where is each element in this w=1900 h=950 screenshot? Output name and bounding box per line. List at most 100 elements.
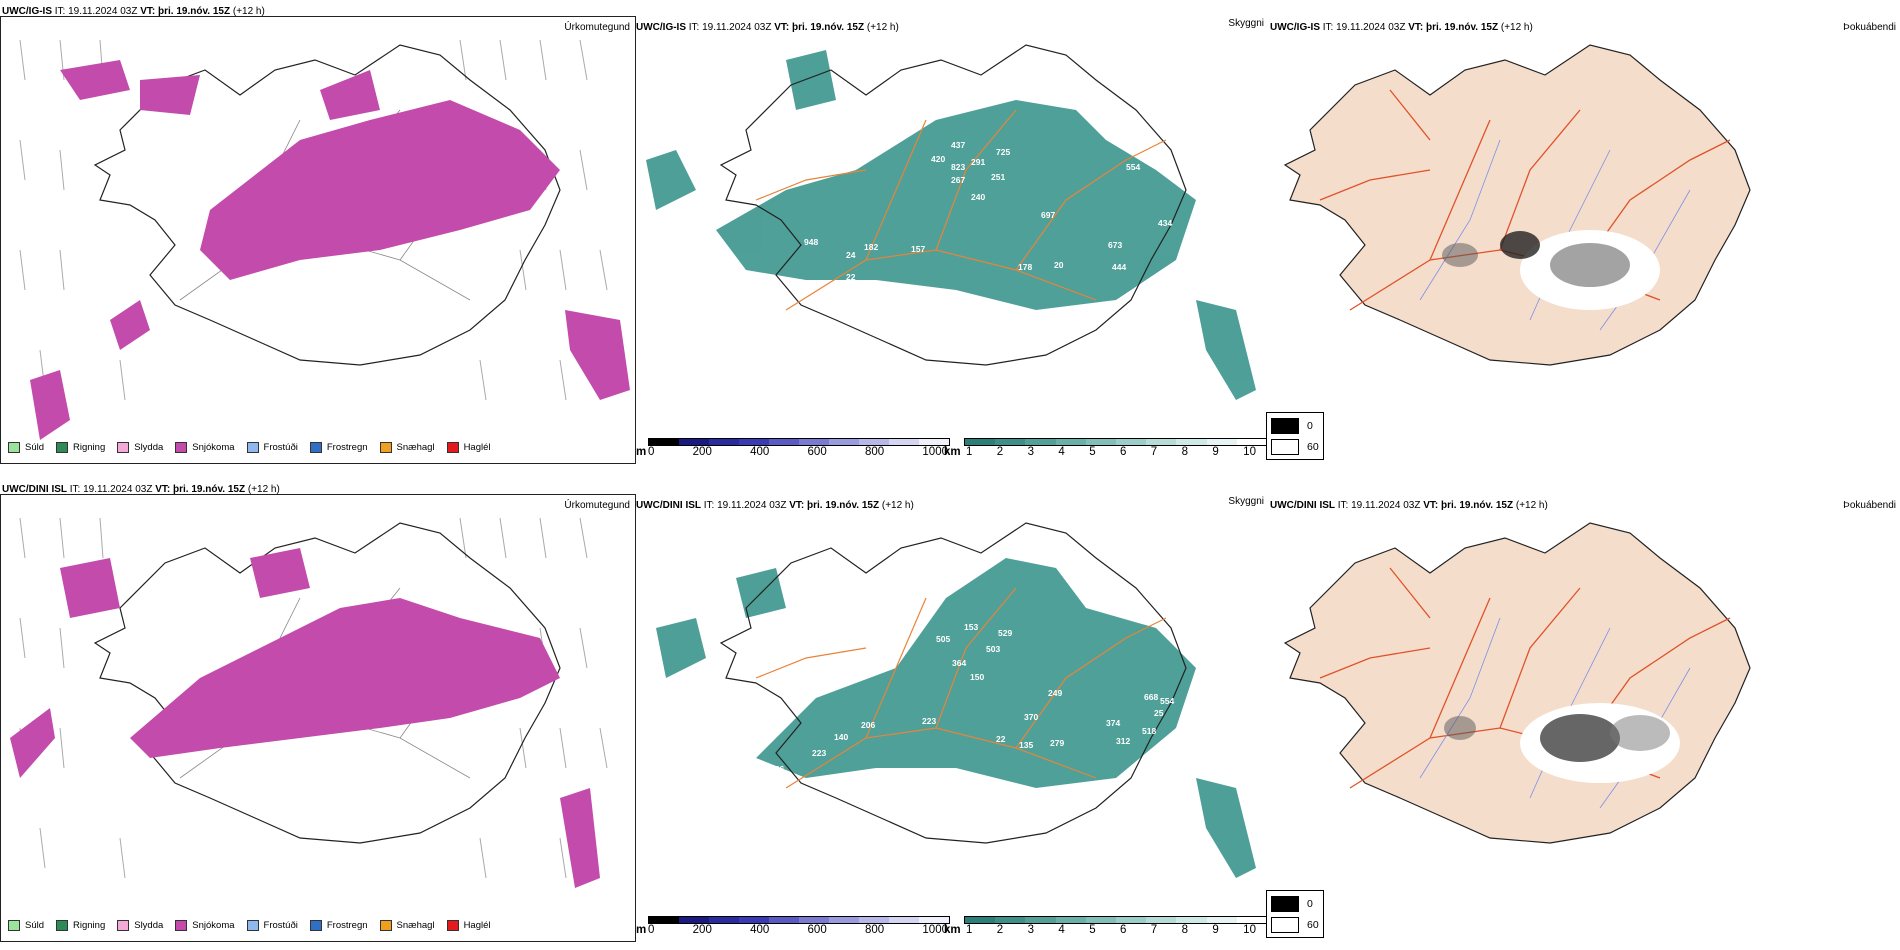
fog-indicator-map — [1283, 44, 1751, 366]
legend-item: Slydda — [117, 442, 163, 453]
precip-legend: Súld Rigning Slydda Snjókoma Frostúði Fr… — [8, 920, 491, 931]
ceiling-value-label: 486 — [770, 764, 784, 774]
ceiling-value-label: 444 — [1112, 262, 1126, 272]
ceiling-value-label: 437 — [951, 140, 965, 150]
ceiling-value-label: 223 — [922, 716, 936, 726]
legend-item: Frostregn — [309, 920, 368, 931]
precip-map — [10, 517, 608, 888]
precip-legend: Súld Rigning Slydda Snjókoma Frostúði Fr… — [8, 442, 491, 453]
legend-item: Snæhagl — [379, 442, 435, 453]
panel-title-visibility: Skyggni — [1228, 18, 1264, 29]
legend-swatch — [117, 920, 130, 931]
legend-item: Frostregn — [309, 442, 368, 453]
ceiling-ticks: 0 200 400 600 800 1000 — [648, 446, 948, 458]
legend-item: Slydda — [117, 920, 163, 931]
snow-precip — [30, 60, 630, 440]
legend-swatch — [8, 442, 20, 453]
fog-swatch-low — [1271, 439, 1299, 455]
ceiling-value-label: 153 — [964, 622, 978, 632]
legend-swatch — [446, 442, 459, 453]
legend-item: Súld — [8, 442, 44, 453]
fog-shading — [1444, 703, 1680, 783]
iceland-outline — [719, 522, 1187, 844]
ceiling-value-label: 240 — [971, 192, 985, 202]
ceiling-value-label: 182 — [864, 242, 878, 252]
ceiling-value-label: 135 — [1019, 740, 1033, 750]
visibility-ticks: 1 2 3 4 5 6 7 8 9 10 — [966, 924, 1256, 936]
ceiling-value-label: 150 — [970, 672, 984, 682]
ceiling-unit: m — [636, 924, 647, 936]
ceiling-value-label: 434 — [1158, 218, 1172, 228]
ceiling-value-label: 823 — [951, 162, 965, 172]
ceiling-colorbar — [648, 438, 950, 446]
legend-swatch — [56, 920, 69, 931]
panel-header: UWC/IG-IS IT: 19.11.2024 03Z VT: þri. 19… — [1270, 22, 1533, 33]
ceiling-value-label: 223 — [812, 748, 826, 758]
ceiling-value-label: 725 — [996, 147, 1010, 157]
fog-shading — [1442, 230, 1660, 310]
ceiling-value-label: 251 — [991, 172, 1005, 182]
legend-swatch — [309, 442, 322, 453]
legend-item: Rigning — [56, 442, 105, 453]
map-frame — [0, 494, 636, 942]
legend-swatch — [56, 442, 69, 453]
ceiling-value-label: 529 — [998, 628, 1012, 638]
legend-item: Snæhagl — [379, 920, 435, 931]
ceiling-value-label: 505 — [936, 634, 950, 644]
visibility-unit: km — [944, 446, 961, 458]
roads — [755, 587, 1167, 789]
panel-header: UWC/DINI ISL IT: 19.11.2024 03Z VT: þri.… — [2, 484, 280, 495]
ceiling-value-label: 312 — [1116, 736, 1130, 746]
ceiling-values: 437 420 291 725 823 251 267 240 554 697 … — [804, 140, 1172, 282]
map-frame — [0, 16, 636, 464]
ceiling-value-label: 291 — [971, 157, 985, 167]
cloud-visibility-map: 153 529 505 503 364 150 249 668 554 370 … — [656, 522, 1256, 878]
ceiling-value-label: 420 — [931, 154, 945, 164]
ceiling-value-label: 178 — [1018, 262, 1032, 272]
legend-swatch — [117, 442, 130, 453]
legend-swatch — [246, 920, 259, 931]
visibility-unit: km — [944, 924, 961, 936]
ceiling-value-label: 673 — [1108, 240, 1122, 250]
iceland-outline — [719, 44, 1187, 366]
fog-roads — [1319, 567, 1731, 789]
cloud-panel-row2: 153 529 505 503 364 150 249 668 554 370 … — [636, 478, 1270, 950]
visibility-colorbar — [964, 916, 1268, 924]
legend-item: Haglél — [446, 442, 491, 453]
visibility-shading — [656, 558, 1256, 878]
legend-swatch — [446, 920, 459, 931]
panel-title-fog: Þokuábendi — [1843, 22, 1896, 33]
ceiling-values: 153 529 505 503 364 150 249 668 554 370 … — [770, 622, 1174, 774]
cloud-panel-row1: 437 420 291 725 823 251 267 240 554 697 … — [636, 0, 1270, 472]
panel-title-visibility: Skyggni — [1228, 496, 1264, 507]
snow-precip — [10, 548, 600, 888]
ceiling-value-label: 267 — [951, 175, 965, 185]
panel-header: UWC/IG-IS IT: 19.11.2024 03Z VT: þri. 19… — [636, 22, 899, 33]
ceiling-value-label: 668 — [1144, 692, 1158, 702]
fog-panel-row2: UWC/DINI ISL IT: 19.11.2024 03Z VT: þri.… — [1266, 478, 1900, 950]
ceiling-colorbar — [648, 916, 950, 924]
ceiling-ticks: 0 200 400 600 800 1000 — [648, 924, 948, 936]
ceiling-value-label: 25 — [1154, 708, 1164, 718]
precip-panel-row2: UWC/DINI ISL IT: 19.11.2024 03Z VT: þri.… — [0, 478, 636, 950]
legend-item: Frostúði — [246, 442, 298, 453]
visibility-colorbar — [964, 438, 1268, 446]
ceiling-value-label: 370 — [1024, 712, 1038, 722]
ceiling-value-label: 206 — [861, 720, 875, 730]
panel-title-precip-type: Úrkomutegund — [564, 22, 630, 33]
visibility-shading — [646, 50, 1256, 400]
ceiling-value-label: 554 — [1126, 162, 1140, 172]
cloud-visibility-map: 437 420 291 725 823 251 267 240 554 697 … — [646, 44, 1256, 400]
legend-item: Snjókoma — [175, 920, 235, 931]
ceiling-value-label: 518 — [1142, 726, 1156, 736]
panel-title-fog: Þokuábendi — [1843, 500, 1896, 511]
fog-legend: 0 60 — [1266, 412, 1324, 460]
fog-swatch-high — [1271, 418, 1299, 434]
roads — [755, 109, 1167, 311]
legend-swatch — [175, 442, 188, 453]
ceiling-value-label: 697 — [1041, 210, 1055, 220]
panel-header: UWC/DINI ISL IT: 19.11.2024 03Z VT: þri.… — [636, 500, 914, 511]
panel-header: UWC/DINI ISL IT: 19.11.2024 03Z VT: þri.… — [1270, 500, 1548, 511]
legend-swatch — [8, 920, 20, 931]
fog-panel-row1: UWC/IG-IS IT: 19.11.2024 03Z VT: þri. 19… — [1266, 0, 1900, 472]
